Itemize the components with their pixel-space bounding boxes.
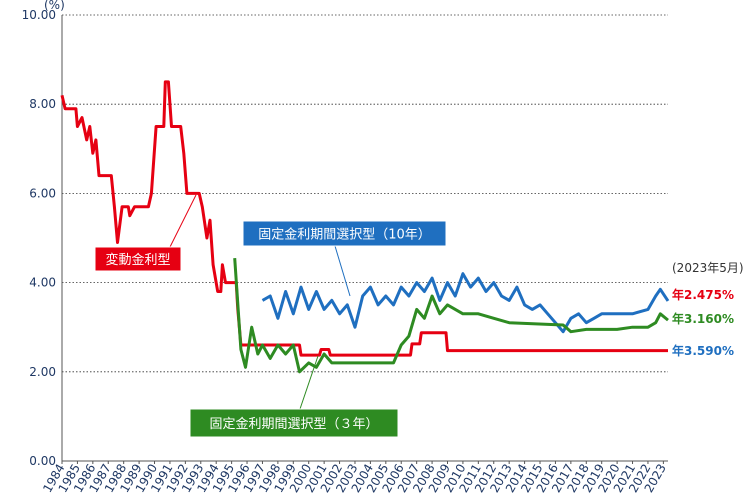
y-tick-label: 6.00: [29, 186, 56, 200]
y-tick-label: 4.00: [29, 276, 56, 290]
y-tick-label: 0.00: [29, 454, 56, 468]
end-label: 年3.590%: [672, 343, 734, 358]
series-line: [233, 257, 669, 374]
legend-label: 固定金利期間選択型（３年）: [209, 416, 378, 432]
legend-label: 変動金利型: [105, 252, 170, 268]
legend-box: [189, 408, 399, 438]
y-tick-label: 8.00: [29, 97, 56, 111]
y-tick-label: 10.00: [22, 8, 56, 22]
y-tick-label: 2.00: [29, 365, 56, 379]
legend-label: 固定金利期間選択型（10年）: [258, 227, 431, 243]
legend-box: [242, 220, 447, 247]
y-unit: (%): [44, 0, 65, 12]
legend-connector: [169, 194, 197, 248]
end-label: 年2.475%: [672, 287, 734, 302]
legend-connector: [299, 355, 319, 410]
legend-connector: [334, 245, 351, 297]
legend-box: [94, 246, 182, 272]
date-note: (2023年5月): [672, 261, 744, 275]
series-line: [60, 80, 668, 357]
end-label: 年3.160%: [672, 311, 734, 326]
series-line: [261, 272, 670, 334]
